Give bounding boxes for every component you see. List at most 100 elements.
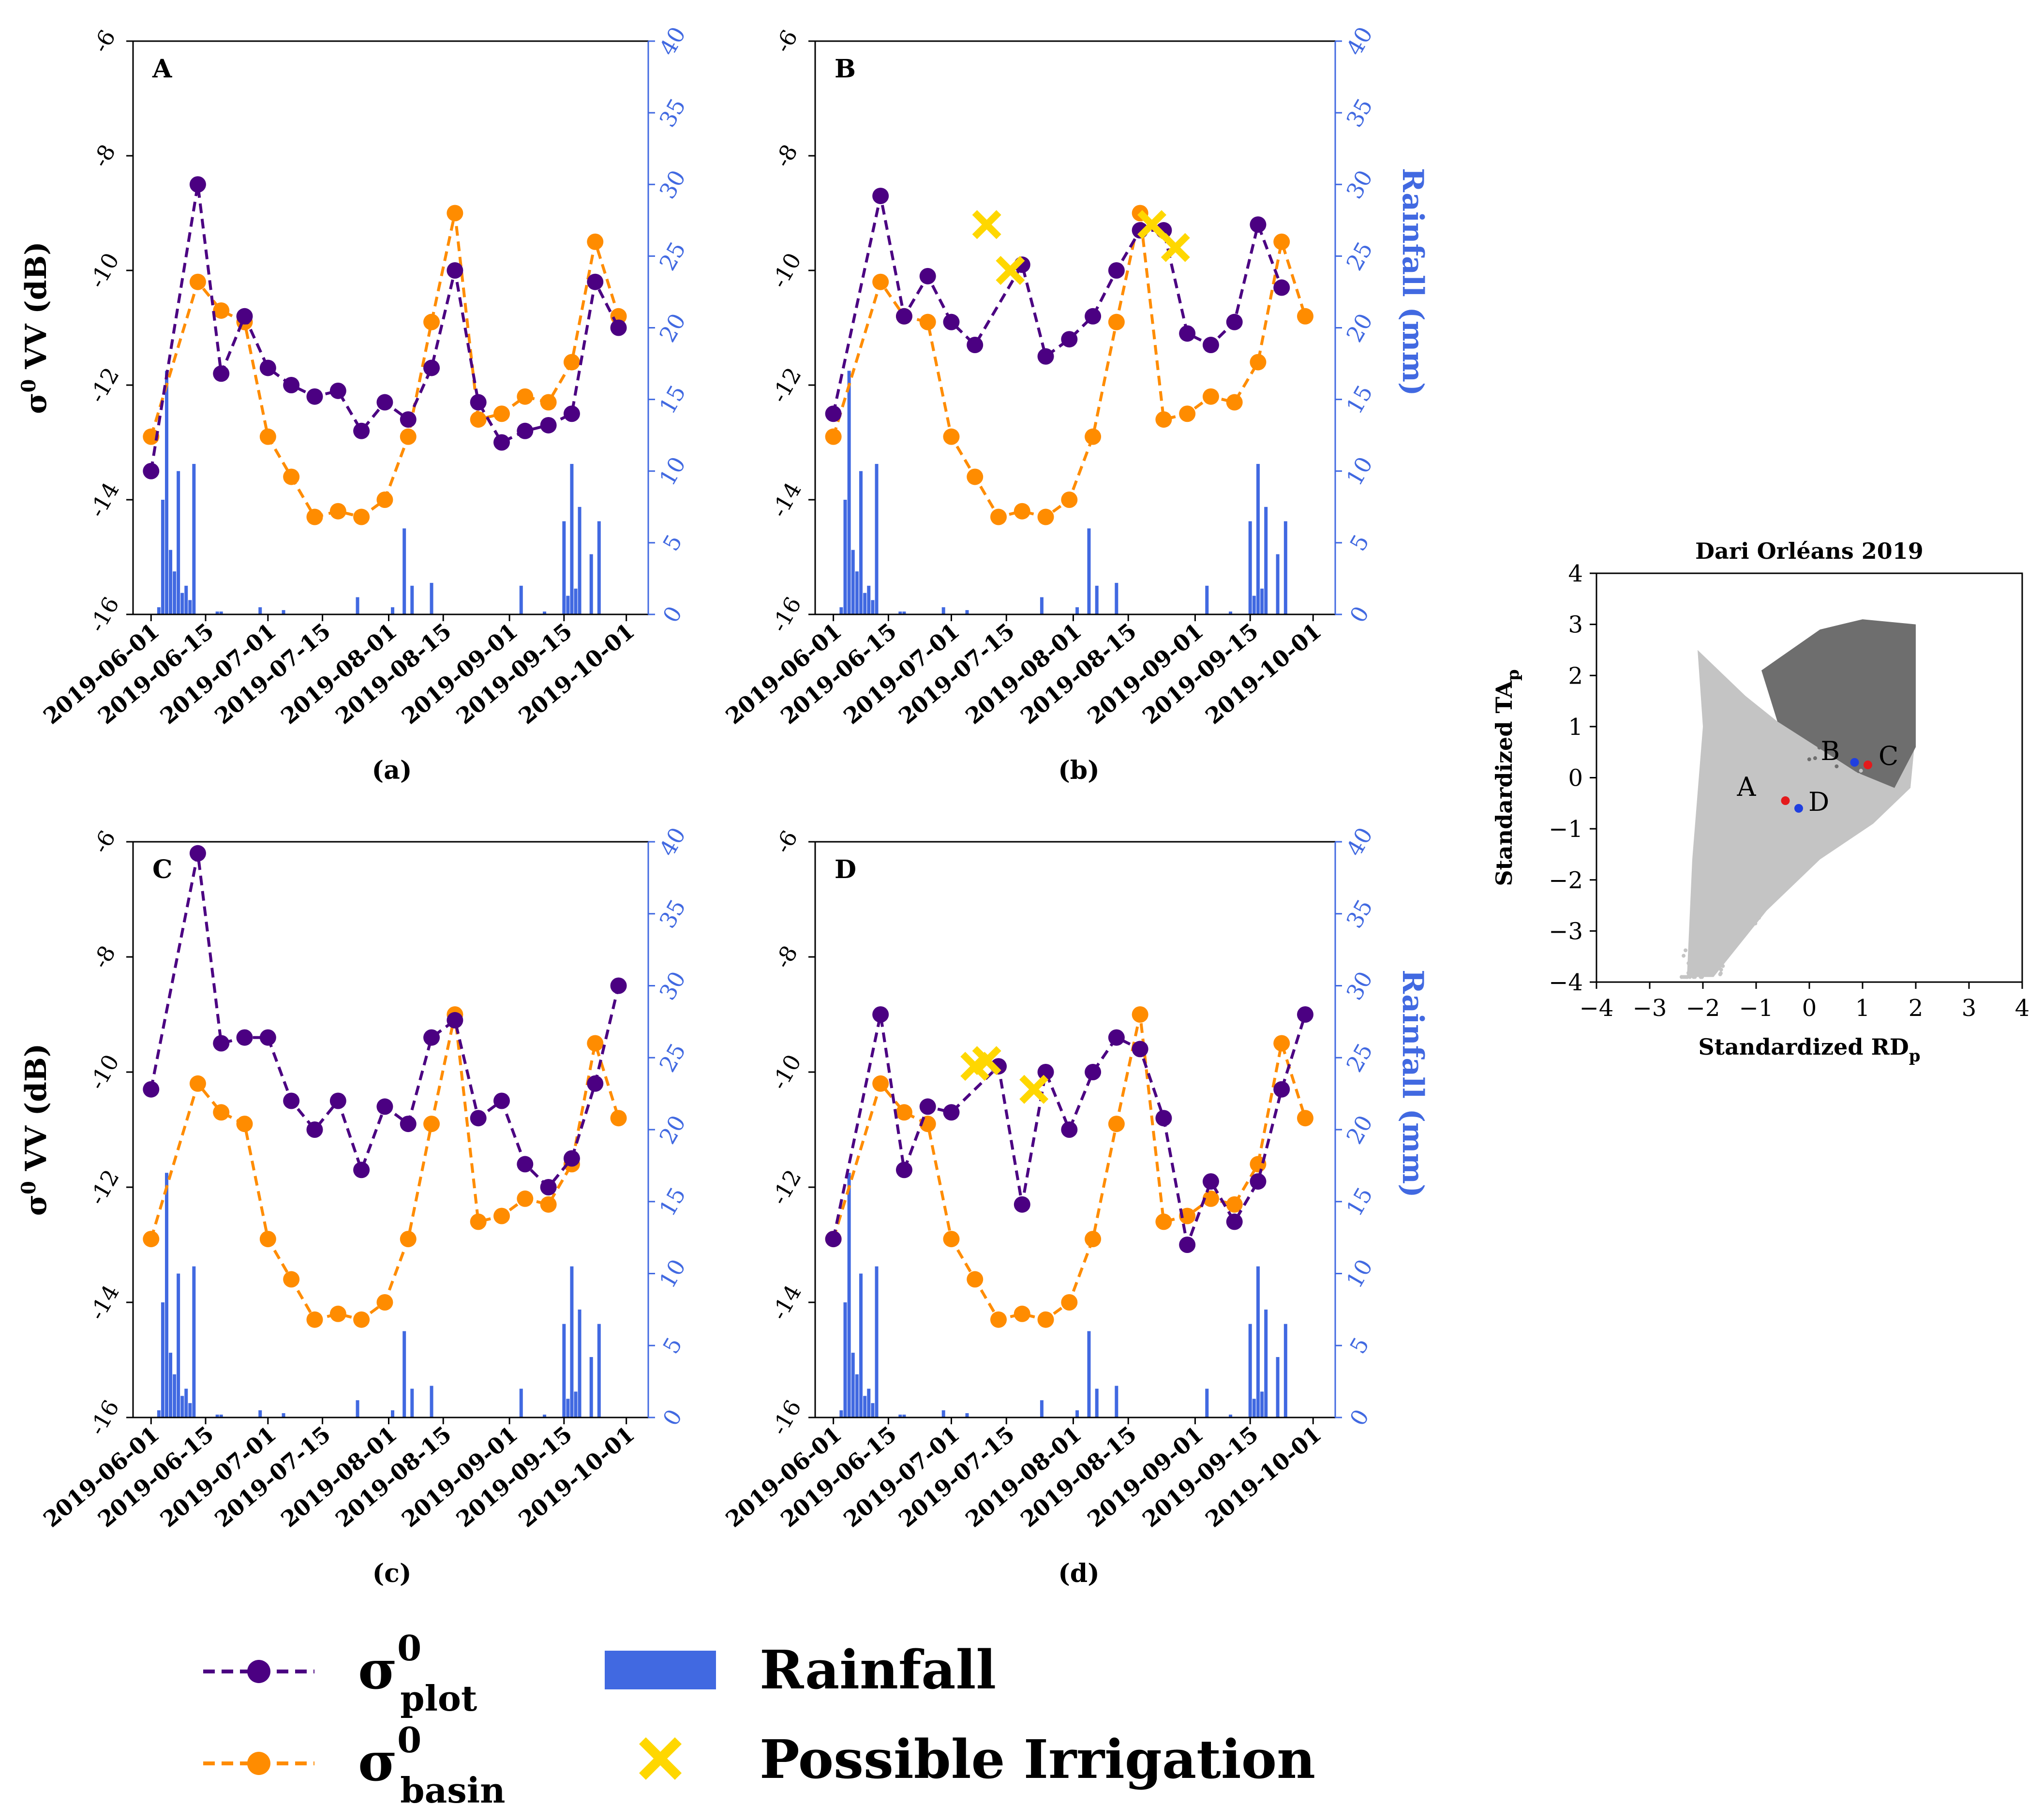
scatter-dot xyxy=(1822,791,1827,796)
scatter-dot xyxy=(1819,819,1823,823)
basin-point xyxy=(189,273,206,290)
basin-point xyxy=(825,428,842,445)
rain-bar xyxy=(570,1266,574,1417)
plot-point xyxy=(283,377,300,393)
scatter-dot xyxy=(1887,704,1892,709)
basin-point xyxy=(587,233,604,250)
rain-bar xyxy=(1260,588,1264,614)
scatter-dot xyxy=(1867,726,1872,731)
plot-point xyxy=(1061,1121,1078,1138)
ytick-label: -14 xyxy=(84,1280,124,1324)
scatter-dot xyxy=(1774,873,1778,878)
scatter-dot xyxy=(1758,886,1762,891)
plot-point xyxy=(825,1231,842,1248)
ytick-right-label: 0 xyxy=(657,1405,687,1430)
basin-point xyxy=(1273,233,1290,250)
basin-point xyxy=(1108,313,1125,330)
plot-point xyxy=(517,422,534,439)
scatter-dot xyxy=(1853,772,1858,776)
plot-point xyxy=(423,359,440,376)
scatter-dot xyxy=(1757,916,1761,920)
scatter-dot xyxy=(1780,821,1784,826)
legend-irrigation-marker xyxy=(639,1737,682,1780)
rain-bar xyxy=(839,1410,843,1417)
basin-point xyxy=(400,428,417,445)
ytick-right-label: 15 xyxy=(1341,381,1378,418)
scatter-dot xyxy=(1708,946,1712,950)
scatter-dot xyxy=(1777,838,1782,843)
ytick-right-label: 25 xyxy=(654,238,691,275)
point-d xyxy=(1794,804,1803,813)
scatter-dot xyxy=(1733,875,1738,879)
basin-point xyxy=(1014,1305,1030,1322)
rain-bar xyxy=(356,597,359,614)
scatter-dot xyxy=(1788,861,1792,865)
basin-point xyxy=(517,388,534,405)
scatter-dot xyxy=(1859,769,1863,773)
ytick-right-label: 20 xyxy=(654,309,691,347)
rain-bar xyxy=(578,1309,582,1417)
plot-point xyxy=(1226,313,1243,330)
rain-bar xyxy=(875,463,879,614)
basin-point xyxy=(213,1104,230,1121)
scatter-dot xyxy=(1864,685,1868,689)
scatter-dot xyxy=(1782,848,1787,852)
plot-point xyxy=(1085,308,1102,325)
scatter-dot xyxy=(1864,756,1869,760)
scatter-dot xyxy=(1803,767,1807,771)
scatter-dot xyxy=(1708,904,1712,909)
rain-bar xyxy=(192,463,196,614)
basin-point xyxy=(872,1075,889,1092)
basin-point xyxy=(1297,308,1313,325)
basin-point xyxy=(400,1231,417,1248)
rain-bar xyxy=(965,610,969,614)
rain-bar xyxy=(1283,1324,1287,1417)
scatter-dot xyxy=(1873,688,1877,693)
scatter-dot xyxy=(1834,731,1838,735)
plot-line xyxy=(149,853,620,1190)
plot-point xyxy=(259,359,276,376)
panel-letter: C xyxy=(152,855,172,884)
scatter-dot xyxy=(1709,912,1713,916)
plot-point xyxy=(1014,1196,1030,1213)
basin-point xyxy=(1037,1311,1054,1328)
legend-rain-swatch xyxy=(605,1651,716,1689)
basin-point xyxy=(919,313,936,330)
plot-point xyxy=(493,1092,510,1109)
rain-bar xyxy=(188,600,192,614)
rain-bar xyxy=(589,554,593,614)
scatter-dot xyxy=(1742,851,1746,855)
plot-point xyxy=(895,308,912,325)
scatter-dot xyxy=(1887,650,1892,654)
basin-point xyxy=(1085,1231,1102,1248)
rain-bar xyxy=(403,1331,406,1417)
scatter-dot xyxy=(1719,897,1724,902)
rain-bar xyxy=(519,585,523,614)
scatter-dot xyxy=(1813,820,1817,825)
rain-bar xyxy=(1276,554,1280,614)
scatter-dot xyxy=(1796,815,1800,820)
scatter-dot xyxy=(1903,685,1908,689)
basin-point xyxy=(1061,1294,1078,1311)
scatter-dot xyxy=(1774,848,1778,852)
ytick-right-label: 40 xyxy=(654,823,691,861)
ytick-right-label: 30 xyxy=(654,165,691,203)
plot-point xyxy=(236,308,253,325)
basin-point xyxy=(143,1231,160,1248)
basin-point xyxy=(1202,388,1219,405)
irrigation-x xyxy=(1137,210,1166,239)
rain-bar xyxy=(391,1410,395,1417)
sc-xtick-label: 4 xyxy=(2015,995,2030,1022)
basin-point xyxy=(306,1311,323,1328)
basin-point xyxy=(943,1231,960,1248)
ytick-label: -12 xyxy=(84,1165,124,1209)
rain-bar xyxy=(282,610,285,614)
rain-bar xyxy=(597,1324,601,1417)
plot-point xyxy=(540,417,557,433)
scatter-dot xyxy=(1809,843,1814,847)
basin-point xyxy=(1155,1213,1172,1230)
ytick-label: -10 xyxy=(84,248,124,292)
plot-point xyxy=(493,434,510,451)
basin-point xyxy=(1061,492,1078,508)
legend-irrigation-label: Possible Irrigation xyxy=(760,1728,1315,1790)
